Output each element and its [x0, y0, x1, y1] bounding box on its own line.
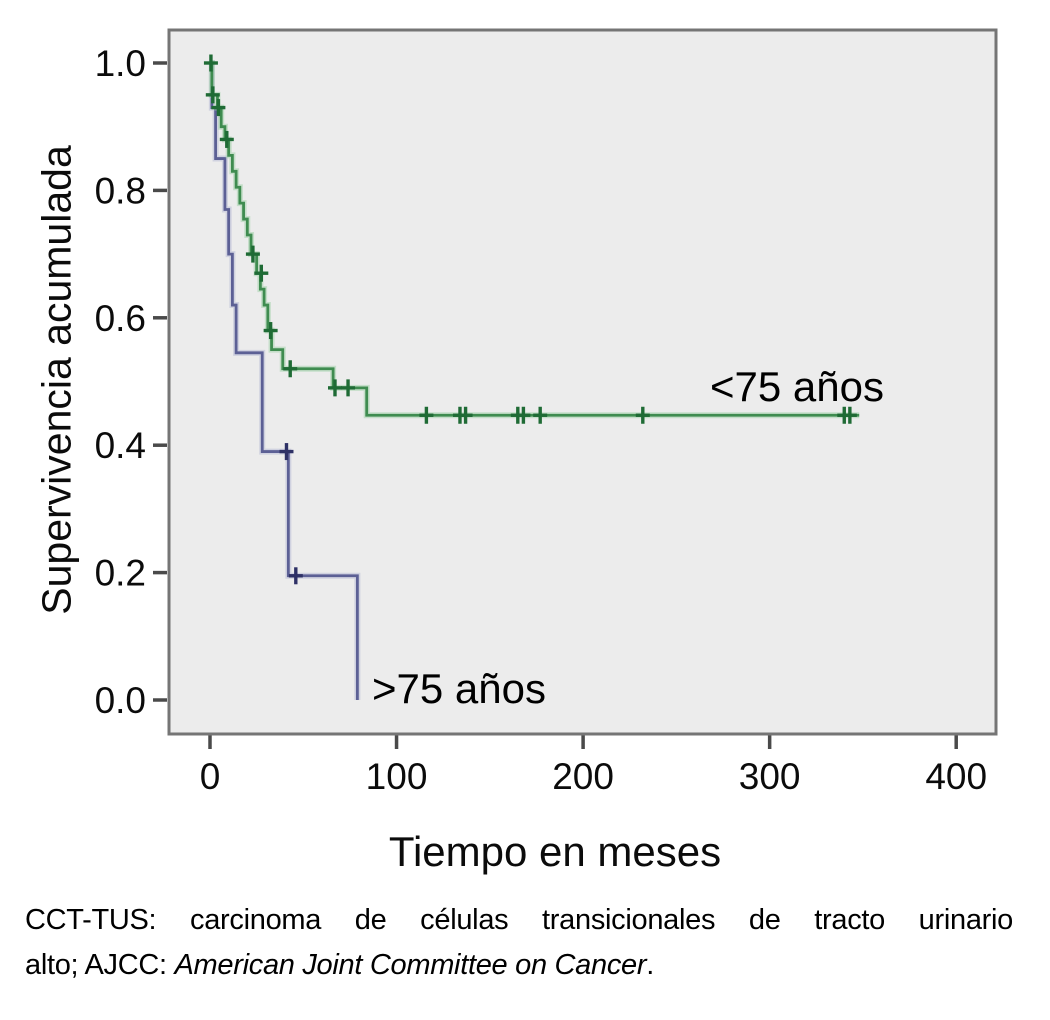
x-tick-label: 200 — [552, 756, 614, 797]
survival-chart: 0 100 200 300 400 0.0 0.2 0.4 0.6 0.8 1.0 — [95, 28, 998, 797]
y-tick-label: 1.0 — [95, 43, 146, 84]
caption-line-1: CCT-TUS: carcinoma de células transicion… — [25, 904, 1013, 936]
plot-border — [167, 28, 998, 736]
y-tick-label: 0.0 — [95, 680, 146, 721]
x-tick-label: 0 — [200, 756, 221, 797]
x-tick-label: 100 — [366, 756, 428, 797]
x-tick-label: 300 — [739, 756, 801, 797]
caption-line-2: alto; AJCC: American Joint Committee on … — [25, 943, 1013, 988]
plot-background — [169, 30, 996, 734]
x-axis-title: Tiempo en meses — [388, 828, 722, 875]
caption-line-2-prefix: alto; AJCC: — [25, 949, 175, 981]
y-tick-label: 0.8 — [95, 170, 146, 211]
figure-caption: CCT-TUS: carcinoma de células transicion… — [25, 898, 1013, 988]
y-tick-label: 0.2 — [95, 553, 146, 594]
caption-line-2-suffix: . — [646, 949, 654, 981]
caption-line-2-italic: American Joint Committee on Cancer — [174, 949, 647, 981]
series-label-lt75: <75 años — [710, 363, 884, 410]
y-axis-title: Supervivencia acumulada — [33, 145, 80, 615]
y-tick-label: 0.6 — [95, 298, 146, 339]
series-label-gt75: >75 años — [372, 665, 546, 712]
x-tick-label: 400 — [925, 756, 987, 797]
y-tick-label: 0.4 — [95, 425, 146, 466]
survival-curve — [210, 61, 860, 417]
